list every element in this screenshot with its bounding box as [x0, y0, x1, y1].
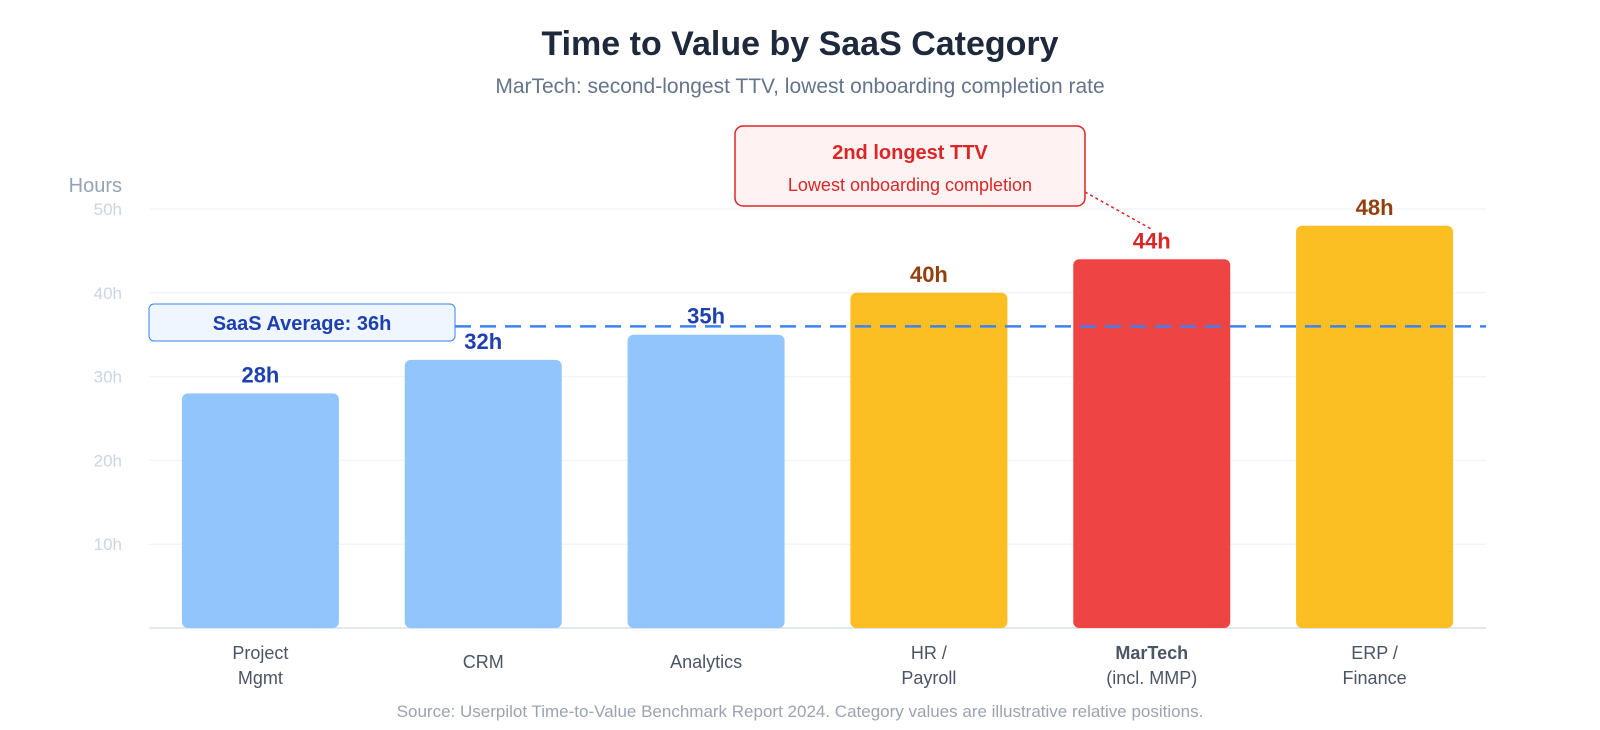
- chart-subtitle: MarTech: second-longest TTV, lowest onbo…: [495, 75, 1104, 98]
- source-note: Source: Userpilot Time-to-Value Benchmar…: [397, 702, 1204, 721]
- labels-layer: 28h Project Mgmt 32h CRM 35h Analytics 40h HR / P…: [232, 195, 1406, 688]
- average-label: SaaS Average: 36h: [213, 313, 392, 335]
- x-tick-label: Analytics: [670, 652, 742, 672]
- annotation-layer: 2nd longest TTV Lowest onboarding complet…: [734, 125, 1153, 230]
- average-layer: SaaS Average: 36h: [148, 303, 1486, 342]
- value-label: 28h: [241, 362, 279, 387]
- x-tick-label: (incl. MMP): [1106, 668, 1197, 688]
- grid-layer: 10h 20h 30h 40h 50h: [94, 200, 1486, 629]
- value-label: 32h: [464, 329, 502, 354]
- value-label: 48h: [1356, 195, 1394, 220]
- annotation-connector: [1084, 191, 1153, 230]
- bar: [181, 393, 339, 628]
- y-tick-label: 10h: [94, 535, 122, 554]
- y-axis-label: Hours: [69, 175, 122, 197]
- bar: [404, 359, 562, 628]
- annotation-box: [734, 125, 1086, 207]
- bar: [850, 292, 1008, 628]
- x-tick-label: ERP /: [1351, 643, 1398, 663]
- x-tick-label: Finance: [1343, 668, 1407, 688]
- x-tick-label: HR /: [911, 643, 947, 663]
- bars-layer: [181, 225, 1454, 628]
- bar: [627, 334, 785, 628]
- value-label: 44h: [1133, 228, 1171, 253]
- chart-title: Time to Value by SaaS Category: [541, 25, 1058, 63]
- x-tick-label: Payroll: [901, 668, 956, 688]
- bar: [1296, 225, 1454, 628]
- bar: [1073, 259, 1231, 628]
- x-tick-label: Project: [232, 643, 288, 663]
- y-tick-label: 50h: [94, 200, 122, 219]
- x-tick-label: Mgmt: [238, 668, 283, 688]
- x-tick-label: MarTech: [1115, 643, 1188, 663]
- value-label: 35h: [687, 304, 725, 329]
- value-label: 40h: [910, 262, 948, 287]
- y-tick-label: 20h: [94, 451, 122, 470]
- annotation-text: Lowest onboarding completion: [788, 175, 1032, 195]
- y-tick-label: 40h: [94, 284, 122, 303]
- x-tick-label: CRM: [463, 652, 504, 672]
- annotation-title: 2nd longest TTV: [832, 142, 988, 164]
- average-label-box: [148, 303, 456, 342]
- y-tick-label: 30h: [94, 368, 122, 387]
